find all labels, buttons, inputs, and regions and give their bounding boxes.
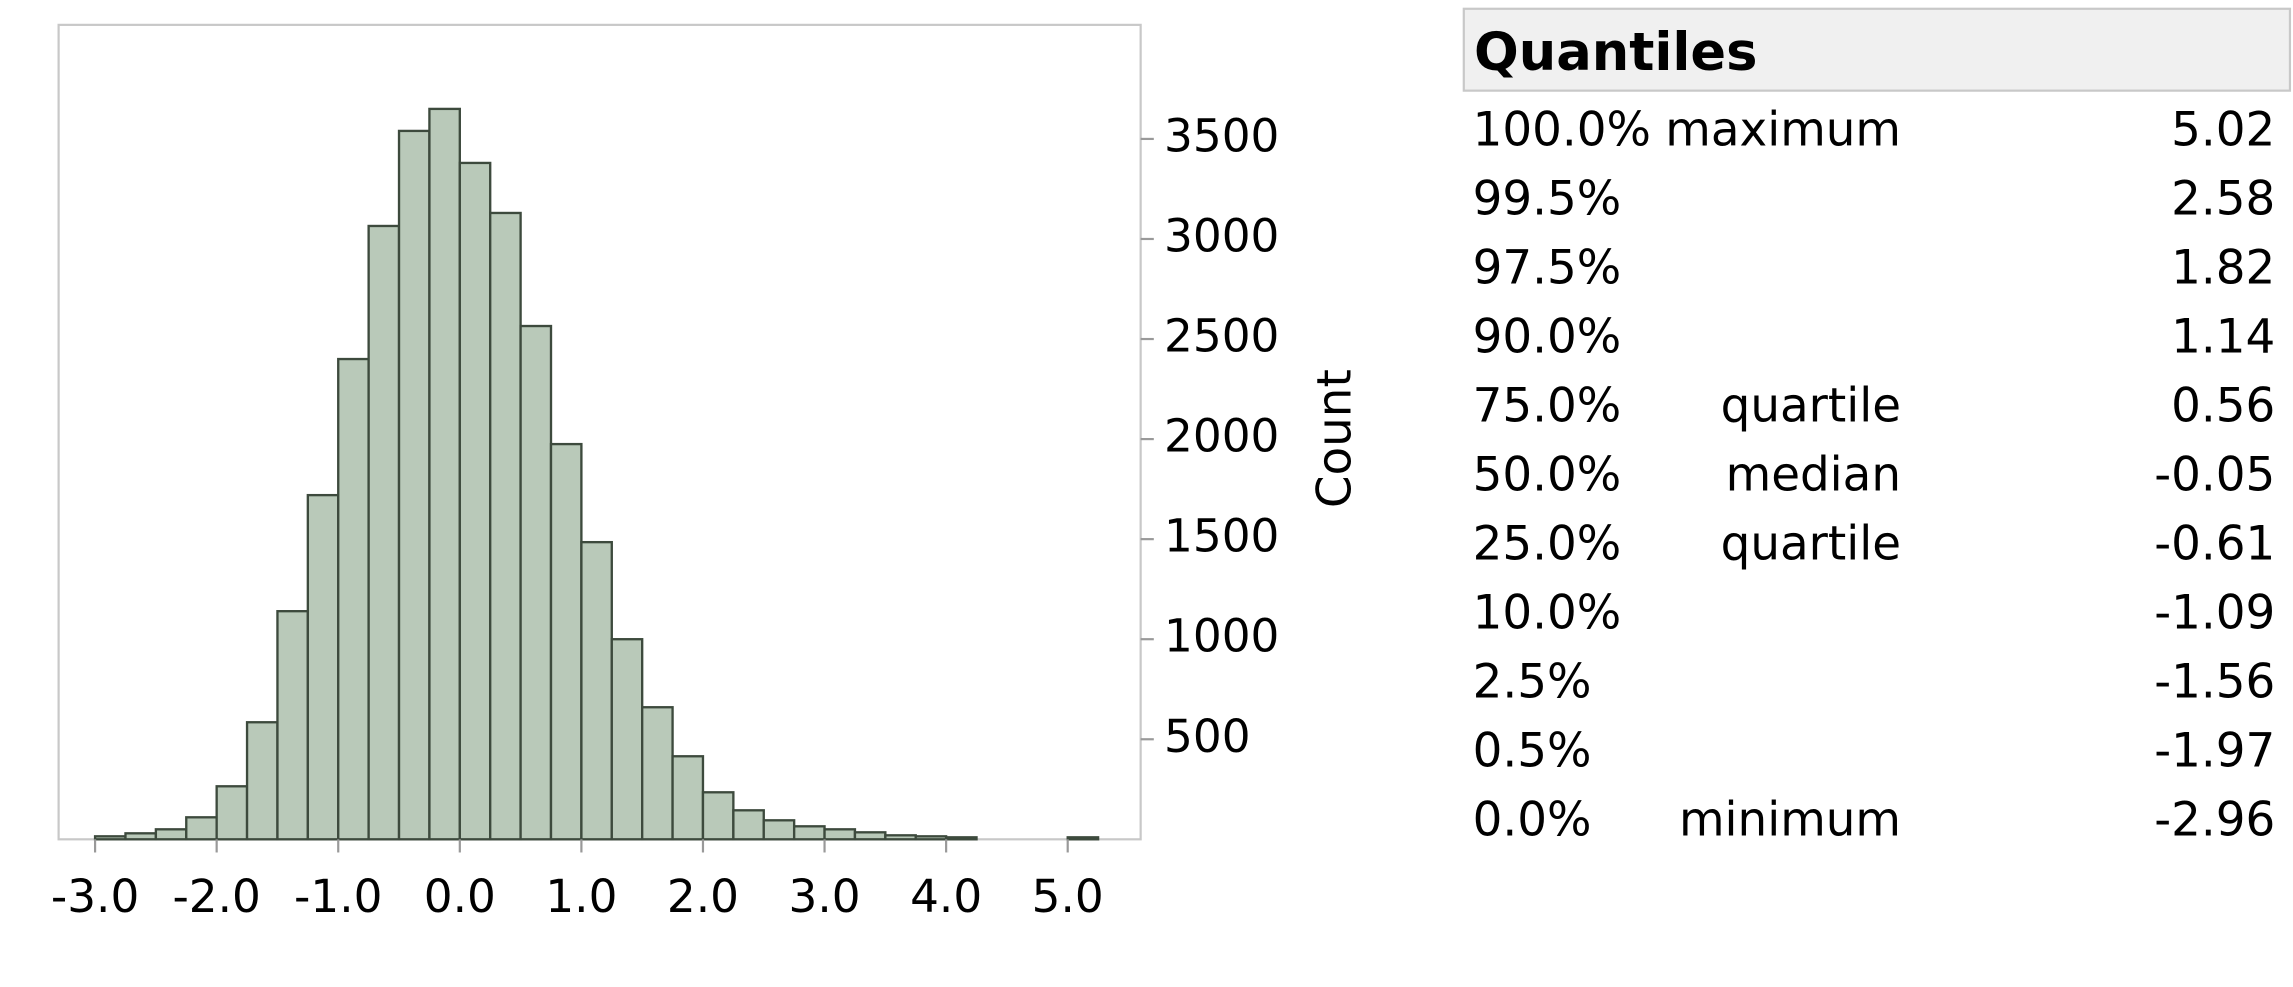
bar (489, 211, 522, 841)
x-tick-label: -2.0 (172, 870, 260, 923)
y-axis-label: Count (1309, 369, 1363, 508)
quantile-value: 0.56 (2171, 380, 2275, 434)
x-tick-label: 4.0 (910, 870, 982, 923)
quantile-value: -0.61 (2154, 518, 2275, 572)
bar (519, 324, 553, 841)
quantile-percent: 100.0% (1473, 104, 1651, 158)
bar (306, 493, 340, 841)
x-tick-label: -1.0 (294, 870, 382, 923)
bar (428, 107, 461, 841)
bar (732, 809, 765, 841)
bar (580, 540, 613, 841)
bar (458, 161, 492, 841)
quantile-value: 5.02 (2171, 104, 2275, 158)
bar (367, 224, 401, 841)
bar (853, 831, 887, 841)
bar (671, 755, 705, 841)
bar (185, 816, 218, 841)
quantile-value: 1.14 (2171, 311, 2275, 365)
bar (610, 638, 644, 841)
table-header (1462, 7, 2292, 92)
bar (884, 834, 917, 841)
y-tick-label: 3000 (1164, 209, 1279, 262)
quantile-value: -1.97 (2154, 725, 2275, 779)
bar (823, 828, 857, 841)
bar (154, 828, 188, 841)
quantile-percent: 0.5% (1473, 725, 1592, 779)
quantile-label: median (1726, 449, 1901, 503)
quantile-label: quartile (1721, 380, 1901, 434)
x-tick-label: 1.0 (545, 870, 617, 923)
y-tick-label: 3500 (1164, 109, 1279, 162)
quantile-label: maximum (1665, 104, 1901, 158)
quantile-value: -0.05 (2154, 449, 2275, 503)
y-tick-label: 1500 (1164, 510, 1279, 563)
bar (792, 825, 826, 841)
y-tick-label: 2500 (1164, 310, 1279, 363)
bar (397, 129, 431, 841)
bar (1066, 836, 1100, 841)
quantile-value: -1.56 (2154, 656, 2275, 710)
bar (701, 791, 735, 841)
bar (944, 836, 978, 841)
bar (549, 442, 583, 841)
quantile-percent: 97.5% (1473, 242, 1622, 296)
bar (337, 357, 370, 841)
quantile-percent: 0.0% (1473, 794, 1592, 848)
quantile-percent: 90.0% (1473, 311, 1622, 365)
table-title: Quantiles (1474, 22, 1757, 83)
quantile-value: 2.58 (2171, 173, 2275, 227)
bar (641, 706, 674, 841)
quantile-percent: 99.5% (1473, 173, 1622, 227)
quantile-value: -2.96 (2154, 794, 2275, 848)
bar (215, 785, 249, 841)
quantile-percent: 2.5% (1473, 656, 1592, 710)
bar (124, 832, 158, 841)
bar (914, 835, 948, 841)
quantile-percent: 10.0% (1473, 587, 1622, 641)
quantile-percent: 75.0% (1473, 380, 1622, 434)
x-tick-label: 2.0 (667, 870, 739, 923)
quantile-label: minimum (1679, 794, 1901, 848)
x-tick-label: 5.0 (1032, 870, 1104, 923)
x-tick-label: -3.0 (51, 870, 139, 923)
quantile-percent: 50.0% (1473, 449, 1622, 503)
x-tick-label: 3.0 (789, 870, 861, 923)
y-tick-label: 2000 (1164, 410, 1279, 463)
bar (93, 835, 127, 841)
bar (245, 721, 279, 841)
quantile-label: quartile (1721, 518, 1901, 572)
quantile-value: -1.09 (2154, 587, 2275, 641)
y-tick-label: 1000 (1164, 610, 1279, 663)
bar (276, 610, 310, 841)
bar (762, 819, 796, 841)
y-tick-label: 500 (1164, 710, 1251, 763)
quantile-value: 1.82 (2171, 242, 2275, 296)
x-tick-label: 0.0 (424, 870, 496, 923)
quantile-percent: 25.0% (1473, 518, 1622, 572)
